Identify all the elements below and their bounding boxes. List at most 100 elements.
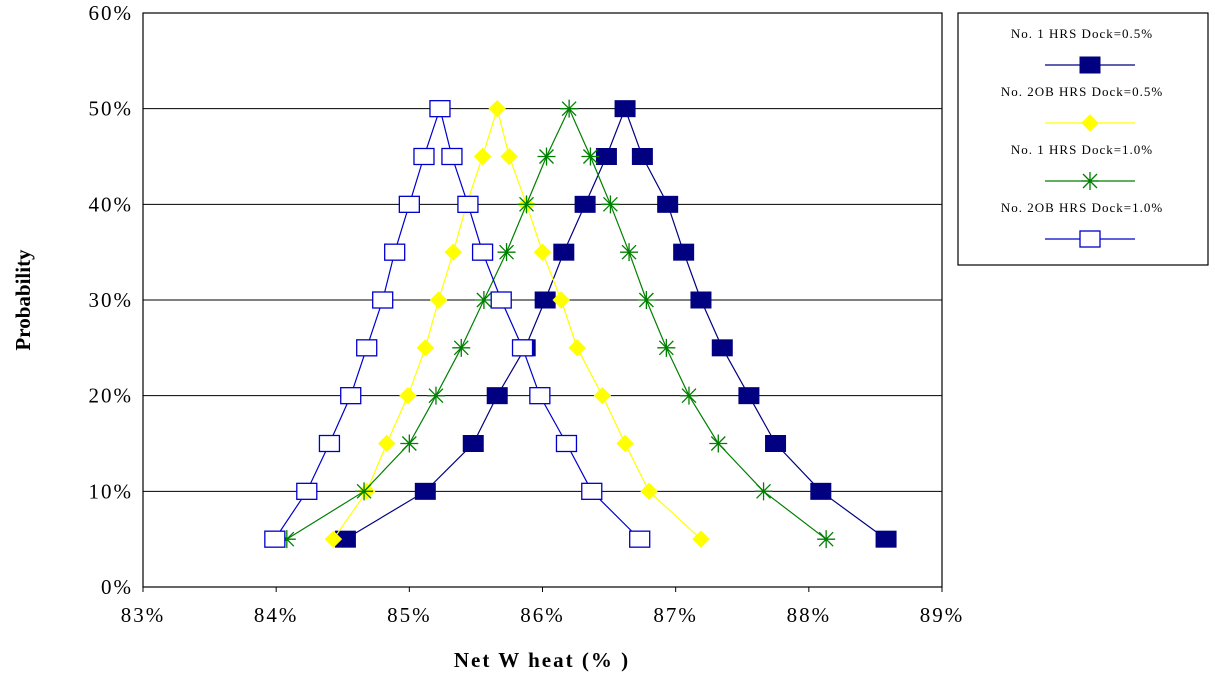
legend-marker — [1079, 230, 1101, 248]
data-point — [488, 99, 506, 118]
data-point — [709, 434, 728, 453]
data-point — [601, 195, 620, 214]
data-point — [616, 434, 634, 453]
data-point — [429, 100, 451, 118]
data-point — [692, 530, 710, 548]
series-3 — [277, 99, 836, 549]
x-tick-label: 85% — [387, 603, 432, 627]
x-tick-label: 84% — [254, 603, 299, 627]
data-point — [486, 387, 508, 405]
legend-label: No. 1 HRS Dock=0.5% — [1011, 26, 1153, 41]
data-point — [414, 482, 436, 500]
y-tick-label: 60% — [89, 1, 134, 25]
data-point — [657, 338, 676, 357]
data-point — [533, 243, 552, 261]
series-line — [286, 107, 827, 540]
data-point — [264, 530, 286, 548]
data-point — [738, 387, 760, 405]
series-4 — [264, 100, 651, 548]
data-point — [574, 195, 596, 213]
series-line — [274, 106, 641, 540]
data-point — [356, 339, 378, 357]
data-point — [398, 195, 420, 213]
data-point — [296, 482, 318, 500]
data-point — [679, 386, 698, 405]
data-point — [416, 339, 435, 357]
data-point — [474, 291, 493, 309]
data-point — [690, 291, 712, 309]
x-axis-title: Net W heat (% ) — [454, 648, 630, 672]
data-point — [324, 530, 343, 548]
data-point — [810, 482, 832, 500]
data-point — [614, 100, 636, 118]
data-point — [384, 243, 406, 261]
data-point — [399, 386, 417, 405]
legend: No. 1 HRS Dock=0.5% No. 2OB HRS Dock=0.5%… — [957, 12, 1209, 266]
x-tick-label: 86% — [520, 603, 565, 627]
data-point — [593, 386, 612, 405]
y-tick-label: 30% — [89, 288, 134, 312]
legend-marker — [1081, 114, 1099, 132]
x-tick-label: 83% — [121, 603, 166, 627]
data-point — [511, 339, 534, 357]
data-point — [568, 339, 586, 357]
legend-label: No. 2OB HRS Dock=0.5% — [1001, 84, 1163, 99]
data-point — [552, 291, 570, 309]
data-point — [817, 530, 836, 549]
data-point — [372, 291, 394, 309]
data-point — [377, 434, 396, 453]
data-point — [277, 530, 296, 549]
legend-label: No. 2OB HRS Dock=1.0% — [1001, 200, 1163, 215]
y-tick-label: 20% — [89, 384, 134, 408]
series-line — [332, 106, 702, 540]
data-point — [620, 243, 639, 262]
data-point — [462, 435, 484, 452]
data-point — [581, 147, 600, 166]
data-point — [553, 243, 575, 261]
data-point — [629, 530, 651, 548]
data-point — [537, 147, 556, 166]
data-point — [490, 291, 512, 309]
data-point — [429, 291, 448, 309]
data-point — [318, 434, 341, 453]
data-point — [441, 147, 463, 166]
data-point — [471, 243, 494, 261]
data-point — [452, 338, 471, 357]
series-1 — [334, 100, 897, 548]
data-point — [473, 147, 492, 166]
data-point — [517, 195, 536, 214]
data-point — [457, 195, 479, 213]
data-point — [711, 339, 733, 357]
data-point — [765, 435, 787, 452]
y-axis-title: Probability — [11, 249, 35, 351]
data-point — [497, 243, 516, 262]
y-tick-label: 0% — [101, 575, 133, 599]
x-tick-label: 87% — [653, 603, 698, 627]
data-point — [637, 291, 656, 309]
legend-marker — [1079, 56, 1101, 74]
series-2 — [324, 99, 710, 548]
y-tick-label: 10% — [89, 479, 134, 503]
data-point — [426, 386, 445, 405]
data-point — [340, 387, 362, 405]
y-axis-ticks: 0% 10% 20% 30% 40% 50% 60% — [89, 1, 134, 599]
data-point — [555, 434, 578, 453]
data-point — [657, 195, 679, 213]
x-tick-label: 88% — [787, 603, 832, 627]
x-axis-ticks: 83% 84% 85% 86% 87% 88% 89% — [121, 587, 965, 627]
data-point — [529, 387, 551, 405]
y-tick-label: 40% — [89, 192, 134, 216]
data-point — [500, 147, 518, 166]
series-line — [345, 106, 887, 540]
data-point — [444, 243, 462, 261]
x-tick-label: 89% — [920, 603, 965, 627]
y-tick-label: 50% — [89, 97, 134, 121]
data-point — [355, 482, 374, 501]
data-point — [673, 243, 695, 261]
legend-marker — [1081, 172, 1099, 190]
data-point — [631, 148, 653, 165]
data-point — [581, 482, 603, 500]
data-point — [413, 147, 435, 166]
data-point — [754, 482, 773, 501]
